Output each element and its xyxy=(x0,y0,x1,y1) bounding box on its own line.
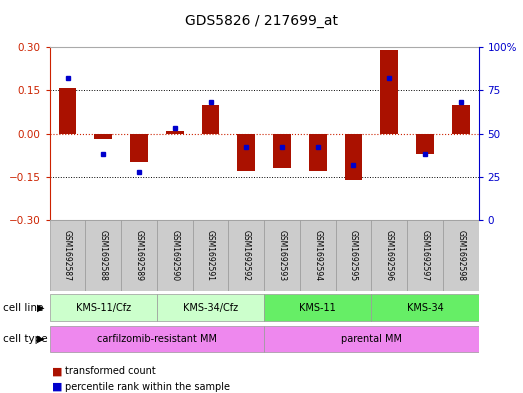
Bar xyxy=(121,220,157,291)
Bar xyxy=(166,131,184,134)
Bar xyxy=(59,88,76,134)
Bar xyxy=(94,134,112,140)
Text: KMS-11/Cfz: KMS-11/Cfz xyxy=(76,303,131,312)
Bar xyxy=(157,220,192,291)
Text: GSM1692597: GSM1692597 xyxy=(420,230,429,281)
Bar xyxy=(50,294,157,321)
Text: carfilzomib-resistant MM: carfilzomib-resistant MM xyxy=(97,334,217,344)
Bar xyxy=(407,220,443,291)
Bar xyxy=(452,105,470,134)
Bar xyxy=(264,220,300,291)
Text: cell line: cell line xyxy=(3,303,43,312)
Text: GSM1692598: GSM1692598 xyxy=(456,230,465,281)
Text: GSM1692596: GSM1692596 xyxy=(385,230,394,281)
Bar xyxy=(371,294,479,321)
Bar xyxy=(50,326,264,352)
Bar xyxy=(85,220,121,291)
Bar xyxy=(201,105,220,134)
Bar xyxy=(192,220,229,291)
Text: GSM1692588: GSM1692588 xyxy=(99,230,108,281)
Bar xyxy=(300,220,336,291)
Bar xyxy=(50,220,85,291)
Bar xyxy=(371,220,407,291)
Text: GSM1692587: GSM1692587 xyxy=(63,230,72,281)
Text: transformed count: transformed count xyxy=(65,366,156,376)
Text: GSM1692593: GSM1692593 xyxy=(278,230,287,281)
Text: GSM1692591: GSM1692591 xyxy=(206,230,215,281)
Bar xyxy=(273,134,291,168)
Bar xyxy=(264,294,371,321)
Text: GDS5826 / 217699_at: GDS5826 / 217699_at xyxy=(185,14,338,28)
Bar xyxy=(443,220,479,291)
Bar xyxy=(130,134,148,162)
Bar xyxy=(336,220,371,291)
Text: ■: ■ xyxy=(52,382,63,392)
Text: ▶: ▶ xyxy=(37,334,44,344)
Bar xyxy=(229,220,264,291)
Text: ■: ■ xyxy=(52,366,63,376)
Bar xyxy=(237,134,255,171)
Text: percentile rank within the sample: percentile rank within the sample xyxy=(65,382,230,392)
Text: KMS-34/Cfz: KMS-34/Cfz xyxy=(183,303,238,312)
Bar xyxy=(264,326,479,352)
Text: KMS-11: KMS-11 xyxy=(299,303,336,312)
Bar xyxy=(416,134,434,154)
Text: GSM1692595: GSM1692595 xyxy=(349,230,358,281)
Bar xyxy=(309,134,327,171)
Text: cell type: cell type xyxy=(3,334,47,344)
Text: GSM1692590: GSM1692590 xyxy=(170,230,179,281)
Text: ▶: ▶ xyxy=(37,303,44,312)
Text: GSM1692592: GSM1692592 xyxy=(242,230,251,281)
Bar xyxy=(380,50,398,134)
Text: parental MM: parental MM xyxy=(341,334,402,344)
Text: KMS-34: KMS-34 xyxy=(406,303,444,312)
Text: GSM1692594: GSM1692594 xyxy=(313,230,322,281)
Bar xyxy=(345,134,362,180)
Bar xyxy=(157,294,264,321)
Text: GSM1692589: GSM1692589 xyxy=(134,230,143,281)
